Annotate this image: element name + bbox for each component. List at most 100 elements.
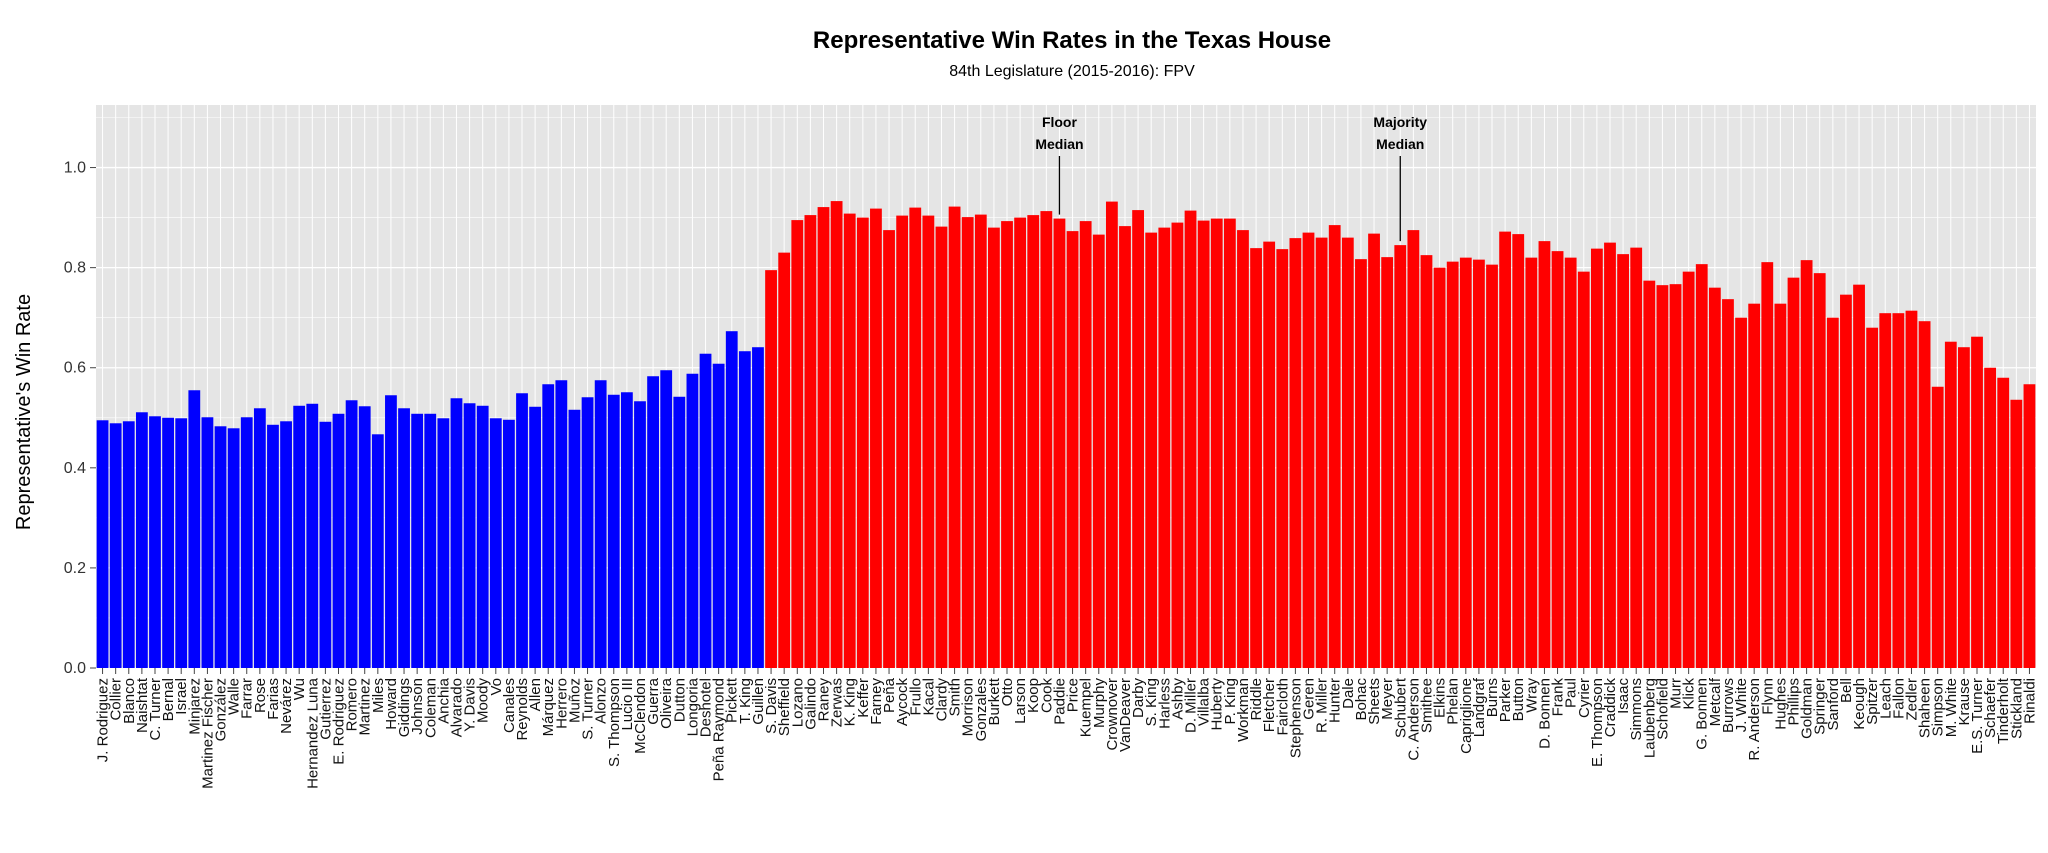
x-tick-label: Klick xyxy=(1681,678,1698,710)
bar xyxy=(109,423,122,668)
bars xyxy=(96,201,2036,669)
x-tick-label: Metcalf xyxy=(1707,677,1724,726)
bar xyxy=(607,394,620,668)
x-tick-label: Allen xyxy=(527,678,544,711)
x-tick-label: Landgraf xyxy=(1471,677,1488,737)
bar xyxy=(1866,327,1879,668)
bar xyxy=(1931,386,1944,668)
x-tick-label: Geren xyxy=(1301,678,1318,720)
x-tick-label: Martinez Fischer xyxy=(199,678,216,789)
bar xyxy=(411,413,424,668)
x-tick-label: S. King xyxy=(1143,678,1160,726)
x-tick-label: Rinaldi xyxy=(2021,678,2038,724)
x-tick-label: Raney xyxy=(816,678,833,722)
bar xyxy=(253,408,266,668)
bar xyxy=(1879,313,1892,668)
bar xyxy=(856,217,869,668)
x-tick-label: C. Turner xyxy=(147,678,164,741)
x-tick-label: Faircloth xyxy=(1274,678,1291,736)
bar xyxy=(870,208,882,669)
x-tick-label: Meyer xyxy=(1379,678,1396,720)
x-tick-label: Peña xyxy=(881,677,898,713)
bar xyxy=(214,426,227,668)
x-tick-label: McClendon xyxy=(632,678,649,754)
x-tick-label: Bernal xyxy=(160,678,177,721)
bar xyxy=(1105,201,1118,668)
bar xyxy=(1014,217,1027,668)
x-tick-label: Rose xyxy=(252,678,269,713)
bar xyxy=(896,215,909,669)
bar xyxy=(542,384,555,668)
x-tick-label: Frank xyxy=(1550,678,1567,717)
x-tick-label: E. Thompson xyxy=(1589,678,1606,767)
x-tick-label: Y. Davis xyxy=(462,678,479,732)
bar xyxy=(135,412,148,668)
bar xyxy=(503,419,515,668)
x-tick-label: Gutierrez xyxy=(317,678,334,740)
x-tick-label: Darby xyxy=(1130,678,1147,719)
x-tick-label: Murr xyxy=(1668,678,1685,709)
x-tick-label: Guillen xyxy=(750,678,767,725)
bar xyxy=(96,420,109,668)
x-tick-label: Alvarado xyxy=(448,678,465,737)
x-tick-label: Hunter xyxy=(1327,678,1344,723)
bar xyxy=(1577,271,1590,668)
x-tick-label: Clardy xyxy=(933,678,950,722)
bar xyxy=(699,353,712,668)
y-tick-label: 0.0 xyxy=(64,660,86,677)
annotation-label: Median xyxy=(1376,136,1424,152)
bar xyxy=(1604,242,1616,668)
x-tick-label: Romero xyxy=(344,678,361,731)
bar xyxy=(1092,234,1105,668)
bar xyxy=(673,396,686,668)
x-tick-label: Johnson xyxy=(409,678,426,735)
bar xyxy=(948,206,961,669)
bar xyxy=(922,215,935,669)
bar xyxy=(581,397,594,668)
x-tick-label: Villalba xyxy=(1196,677,1213,726)
bar xyxy=(686,373,699,668)
bar xyxy=(1486,264,1498,668)
bar xyxy=(1840,294,1852,668)
x-tick-label: Coleman xyxy=(422,678,439,738)
bar xyxy=(1263,241,1276,668)
x-tick-label: Spitzer xyxy=(1864,678,1881,725)
bar xyxy=(516,393,528,668)
x-tick-label: J. White xyxy=(1733,678,1750,732)
bar xyxy=(817,207,830,668)
y-axis-ticks: 0.0 0.2 0.4 0.6 0.8 1.0 xyxy=(64,160,96,677)
chart-subtitle: 84th Legislature (2015-2016): FPV xyxy=(949,63,1195,80)
bar xyxy=(1394,245,1407,668)
x-tick-label: Krause xyxy=(1956,678,1973,726)
bar xyxy=(738,351,751,668)
x-tick-label: Cook xyxy=(1038,678,1055,714)
bar xyxy=(909,207,922,668)
bar xyxy=(1958,347,1970,668)
x-tick-label: Farias xyxy=(265,678,282,720)
x-tick-label: Minjarez xyxy=(186,678,203,735)
x-tick-label: Deshotel xyxy=(698,678,715,737)
x-tick-label: Moody xyxy=(475,678,492,724)
x-tick-label: Elkins xyxy=(1432,678,1449,718)
bar xyxy=(634,401,646,668)
x-tick-label: Smith xyxy=(947,678,964,716)
bar xyxy=(463,403,476,668)
x-tick-label: Collier xyxy=(108,678,125,721)
x-tick-label: Otto xyxy=(999,678,1016,706)
bar xyxy=(1826,317,1839,668)
bar xyxy=(1237,230,1249,668)
bar xyxy=(935,226,948,668)
bar xyxy=(1420,255,1433,668)
x-tick-label: G. Bonnen xyxy=(1694,678,1711,750)
bar xyxy=(1459,257,1472,668)
x-tick-label: Lucio III xyxy=(619,678,636,731)
bar xyxy=(1079,221,1092,669)
bar xyxy=(398,408,410,668)
x-tick-label: Oliveira xyxy=(658,677,675,729)
bar xyxy=(1971,336,1983,668)
x-tick-label: Fletcher xyxy=(1261,678,1278,732)
bar xyxy=(1590,248,1603,668)
x-tick-label: Alonzo xyxy=(593,678,610,724)
x-tick-label: Flynn xyxy=(1759,678,1776,715)
